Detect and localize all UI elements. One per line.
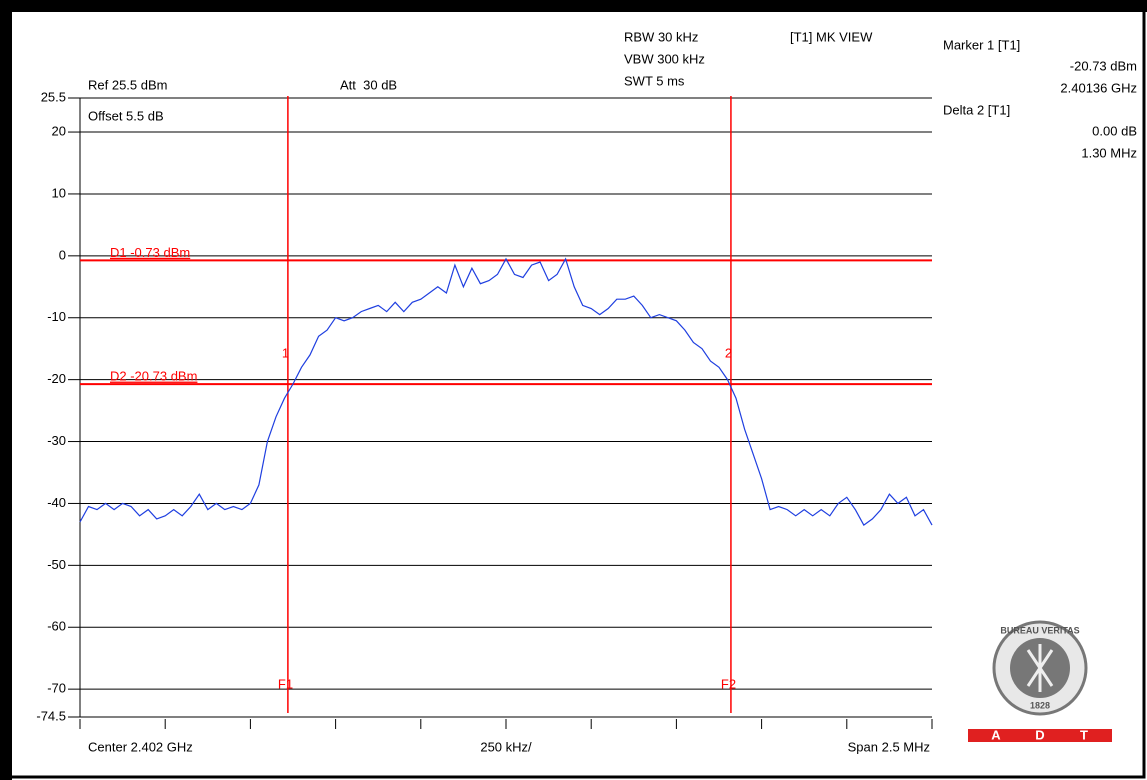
y-tick-label: 25.5 bbox=[41, 89, 66, 104]
div-label: 250 kHz/ bbox=[480, 739, 532, 754]
logo-bar bbox=[968, 729, 1112, 742]
y-tick-label: -30 bbox=[47, 433, 66, 448]
logo: BUREAU VERITAS 1828 A D T bbox=[968, 620, 1112, 742]
y-tick-label: -70 bbox=[47, 681, 66, 696]
vbw: VBW 300 kHz bbox=[624, 51, 705, 66]
logo-letter: T bbox=[1080, 727, 1088, 742]
top-bar bbox=[0, 0, 1147, 12]
display-line-label: D1 -0.73 dBm bbox=[110, 245, 190, 260]
swt: SWT 5 ms bbox=[624, 73, 685, 88]
display-line-label: D2 -20.73 dBm bbox=[110, 369, 197, 384]
logo-text: BUREAU VERITAS bbox=[1000, 625, 1079, 635]
rbw: RBW 30 kHz bbox=[624, 29, 698, 44]
logo-figure bbox=[1026, 644, 1054, 692]
marker1-value: -20.73 dBm bbox=[1070, 58, 1137, 73]
y-tick-label: -74.5 bbox=[36, 708, 66, 723]
marker1-name: Marker 1 [T1] bbox=[943, 37, 1020, 52]
y-tick-label: -60 bbox=[47, 619, 66, 634]
y-tick-label: -10 bbox=[47, 309, 66, 324]
marker-label: 2 bbox=[725, 346, 732, 361]
left-bar bbox=[0, 0, 12, 780]
center-label: Center 2.402 GHz bbox=[88, 739, 193, 754]
ref-level: Ref 25.5 dBm bbox=[88, 77, 168, 92]
delta2-value: 0.00 dB bbox=[1092, 123, 1137, 138]
logo-letter: D bbox=[1035, 727, 1044, 742]
delta2-freq: 1.30 MHz bbox=[1081, 145, 1137, 160]
logo-year: 1828 bbox=[1030, 700, 1050, 710]
mode: [T1] MK VIEW bbox=[790, 29, 873, 44]
frequency-line-label: F1 bbox=[278, 676, 293, 691]
span-label: Span 2.5 MHz bbox=[848, 739, 930, 754]
y-tick-label: -40 bbox=[47, 495, 66, 510]
y-tick-label: -20 bbox=[47, 371, 66, 386]
delta2-name: Delta 2 [T1] bbox=[943, 102, 1010, 117]
y-tick-label: 0 bbox=[59, 247, 66, 262]
marker-label: 1 bbox=[282, 346, 289, 361]
attenuation: Att 30 dB bbox=[340, 77, 397, 92]
logo-letter: A bbox=[991, 727, 1001, 742]
offset: Offset 5.5 dB bbox=[88, 108, 164, 123]
y-tick-label: 20 bbox=[52, 123, 66, 138]
trace bbox=[79, 257, 933, 526]
frequency-line-label: F2 bbox=[721, 676, 736, 691]
y-tick-label: -50 bbox=[47, 557, 66, 572]
y-tick-label: 10 bbox=[52, 185, 66, 200]
marker1-freq: 2.40136 GHz bbox=[1060, 80, 1137, 95]
